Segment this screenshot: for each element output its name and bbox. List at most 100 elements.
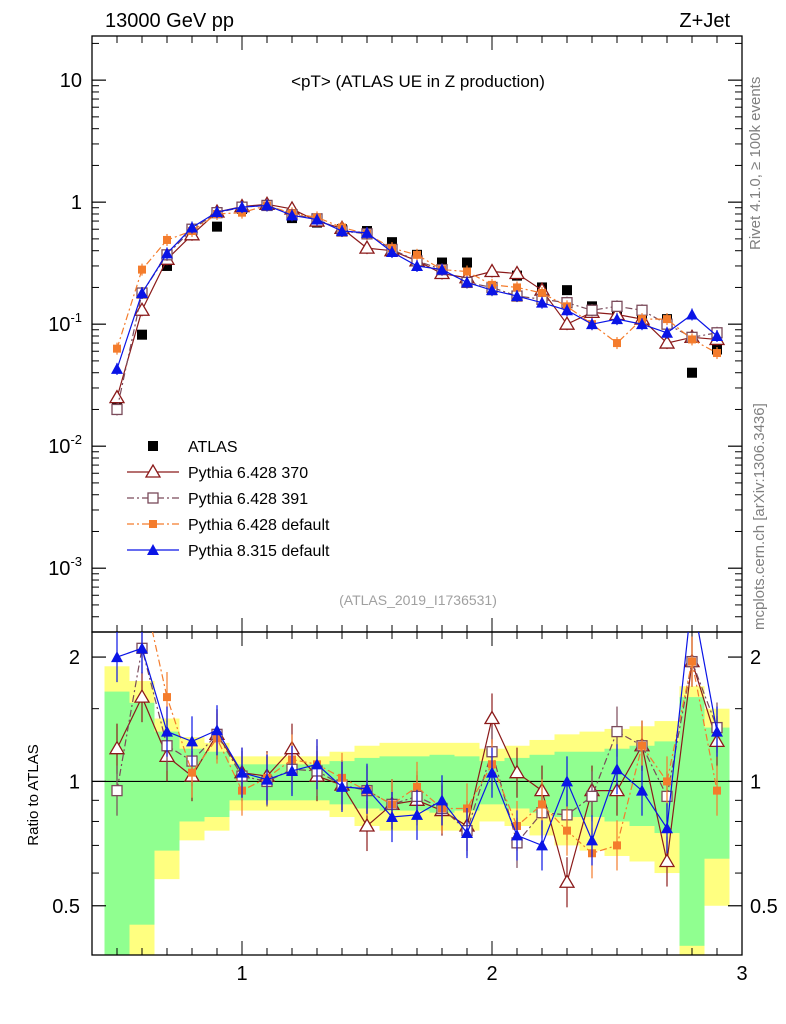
point-p370 [508,265,526,280]
point-p8 [161,247,173,259]
point-p8 [186,221,198,233]
ratio-point-p8 [461,827,473,839]
ratio-point-p370 [558,873,576,888]
legend: ATLAS Pythia 6.428 370 Pythia 6.428 391 Pyt… [127,439,330,560]
ratio-point-p8 [236,766,248,778]
point-data [212,221,222,232]
ratio-point-pdef [413,782,421,791]
ratio-point-p8 [111,651,123,663]
ratio-point-p8 [311,758,323,770]
ratio-point-p8 [611,763,623,775]
point-pdef [613,339,621,348]
ratio-point-p8 [286,764,298,776]
point-p8 [411,259,423,271]
point-p8 [661,326,673,338]
series-line-p8 [116,204,718,370]
legend-marker-p370 [144,463,162,478]
ratio-point-p8 [411,808,423,820]
ratio-point-p8 [486,766,498,778]
ratio-point-p391 [586,790,598,803]
point-data [462,257,472,268]
ratio-y-tick-label: 1 [69,771,80,793]
legend-marker-pdef [149,520,157,528]
point-pdef [538,289,546,298]
ratio-point-p370 [133,688,151,703]
point-p370 [133,301,151,316]
ratio-point-p8 [561,775,573,787]
ratio-point-p8 [711,725,723,737]
point-p370 [558,315,576,330]
point-p8 [536,296,548,308]
point-p370 [658,334,676,349]
legend-label-data: ATLAS [188,439,238,456]
ratio-point-pdef [563,826,571,835]
point-p8 [361,226,373,238]
y-tick-label: 10-3 [48,554,82,580]
point-p391 [586,304,598,316]
series-data [112,200,722,412]
point-data [437,257,447,268]
x-tick-label: 3 [736,963,747,985]
point-p8 [336,225,348,237]
ratio-y-tick-label-right: 2 [750,647,761,669]
plot-title: <pT> (ATLAS UE in Z production) [291,72,545,91]
ratio-point-p370 [108,740,126,755]
ratio-point-p8 [261,773,273,785]
ratio-point-p8 [536,839,548,851]
ratio-point-p8 [661,822,673,834]
point-p8 [311,213,323,225]
rivet-label: Rivet 4.1.0, ≥ 100k events [747,77,764,250]
legend-marker-p391 [147,492,159,504]
band-green [679,697,705,946]
series-line-pdef [116,204,718,354]
point-p8 [636,318,648,330]
band-green [129,702,155,925]
point-p8 [611,313,623,325]
point-data [562,285,572,296]
series-p8 [111,199,723,375]
y-tick-label: 10 [60,70,82,92]
main-panel: 10-3 10-2 10-1 1 10 ATLAS Pythia 6.428 370 Pyth… [48,35,743,633]
point-p391 [111,403,123,416]
ratio-point-pdef [613,841,621,850]
ratio-point-p370 [508,764,526,779]
ratio-point-p8 [586,834,598,846]
point-p8 [236,201,248,213]
ratio-point-pdef [113,593,121,601]
analysis-id: (ATLAS_2019_I1736531) [339,592,497,608]
ratio-point-pdef [663,777,671,786]
energy-label: 13000 GeV pp [105,10,234,32]
point-p8 [711,329,723,341]
point-p370 [483,263,501,278]
ratio-panel: 1 2 3 0.5 0.5 1 1 2 2 [52,591,778,985]
point-p8 [486,284,498,296]
point-pdef [688,335,696,344]
point-pdef [713,349,721,358]
ratio-point-pdef [163,693,171,702]
point-data [137,329,147,340]
ratio-point-pdef [538,800,546,809]
ratio-point-p391 [611,725,623,738]
ratio-point-p8 [686,591,698,602]
point-p8 [386,246,398,258]
ratio-point-p8 [361,782,373,794]
point-p8 [436,263,448,275]
ratio-series [108,591,726,908]
point-pdef [463,267,471,276]
x-tick-label: 1 [236,963,247,985]
legend-label-pdef: Pythia 6.428 default [188,517,330,534]
point-pdef [113,344,121,353]
ratio-point-p8 [436,794,448,806]
ratio-y-tick-label: 0.5 [52,896,80,918]
process-label: Z+Jet [679,10,730,32]
point-p8 [586,318,598,330]
ratio-y-tick-label-right: 1 [750,771,761,793]
point-pdef [513,283,521,292]
legend-label-p391: Pythia 6.428 391 [188,491,308,508]
series-line-p370 [116,203,718,398]
ratio-point-pdef [638,741,646,750]
y-tick-exponent: -1 [70,310,82,325]
point-p8 [261,199,273,211]
y-tick-exponent: -3 [70,554,82,569]
